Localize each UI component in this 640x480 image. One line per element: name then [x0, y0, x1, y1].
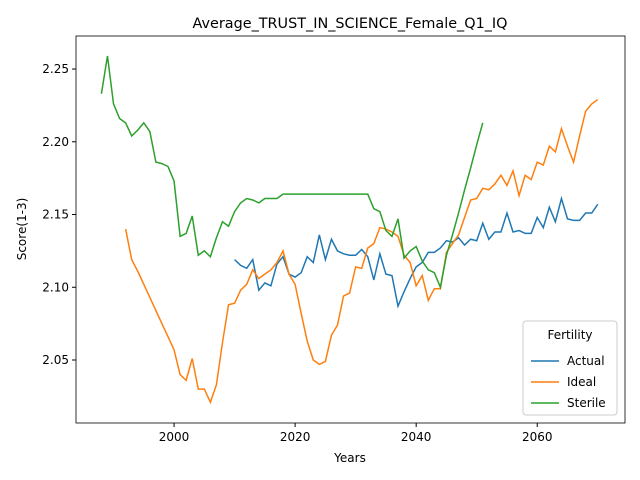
y-tick-label: 2.20	[42, 135, 69, 149]
y-tick-label: 2.25	[42, 62, 69, 76]
legend-label: Sterile	[567, 396, 606, 410]
plot-frame	[75, 35, 626, 424]
y-axis-label: Score(1-3)	[15, 198, 29, 261]
legend-title: Fertility	[547, 328, 592, 342]
x-tick-label: 2020	[280, 430, 311, 444]
series-line	[100, 55, 484, 290]
legend-label: Actual	[567, 354, 605, 368]
series-line	[234, 195, 599, 309]
x-axis-label: Years	[333, 451, 366, 465]
legend-box	[522, 320, 618, 416]
legend-label: Ideal	[567, 375, 596, 389]
y-tick-label: 2.15	[42, 208, 69, 222]
x-tick-label: 2040	[401, 430, 432, 444]
series-line	[124, 98, 599, 405]
y-tick-label: 2.05	[42, 353, 69, 367]
x-tick-label: 2060	[522, 430, 553, 444]
y-tick-label: 2.10	[42, 280, 69, 294]
chart-title: Average_TRUST_IN_SCIENCE_Female_Q1_IQ	[192, 16, 507, 32]
x-tick-label: 2000	[159, 430, 190, 444]
